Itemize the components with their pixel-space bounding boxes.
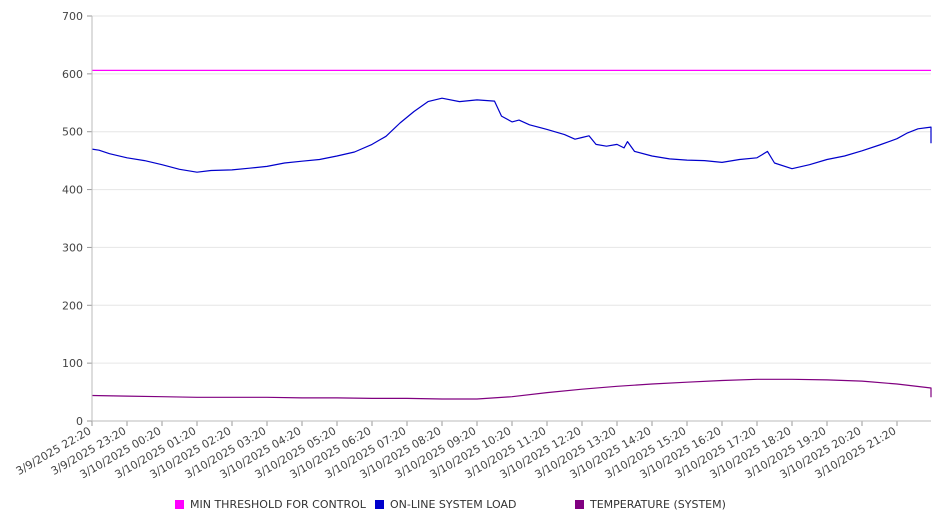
x-axis: 3/9/2025 22:203/9/2025 23:203/10/2025 00… bbox=[14, 421, 899, 481]
legend-item-temperature: TEMPERATURE (SYSTEM) bbox=[575, 498, 726, 511]
y-tick-label: 600 bbox=[62, 68, 83, 81]
legend-item-min-threshold: MIN THRESHOLD FOR CONTROL bbox=[175, 498, 366, 511]
legend-label: ON-LINE SYSTEM LOAD bbox=[390, 498, 517, 511]
y-tick-label: 700 bbox=[62, 10, 83, 23]
legend-item-system-load: ON-LINE SYSTEM LOAD bbox=[375, 498, 516, 511]
y-tick-label: 100 bbox=[62, 357, 83, 370]
gridlines bbox=[92, 15, 931, 364]
legend-swatch-purple bbox=[575, 500, 584, 509]
series-lines bbox=[91, 69, 932, 400]
legend-label: MIN THRESHOLD FOR CONTROL bbox=[190, 498, 366, 511]
y-tick-label: 200 bbox=[62, 299, 83, 312]
series-line-2 bbox=[91, 378, 932, 400]
legend-swatch-blue bbox=[375, 500, 384, 509]
y-tick-label: 500 bbox=[62, 126, 83, 139]
legend: MIN THRESHOLD FOR CONTROL ON-LINE SYSTEM… bbox=[0, 498, 946, 514]
legend-label: TEMPERATURE (SYSTEM) bbox=[590, 498, 726, 511]
y-tick-label: 300 bbox=[62, 241, 83, 254]
y-axis: 0 100 200 300 400 500 600 700 bbox=[62, 10, 92, 428]
axis-lines bbox=[91, 16, 931, 422]
y-tick-label: 0 bbox=[76, 415, 83, 428]
y-tick-label: 400 bbox=[62, 184, 83, 197]
series-line-1 bbox=[91, 97, 932, 173]
legend-swatch-magenta bbox=[175, 500, 184, 509]
